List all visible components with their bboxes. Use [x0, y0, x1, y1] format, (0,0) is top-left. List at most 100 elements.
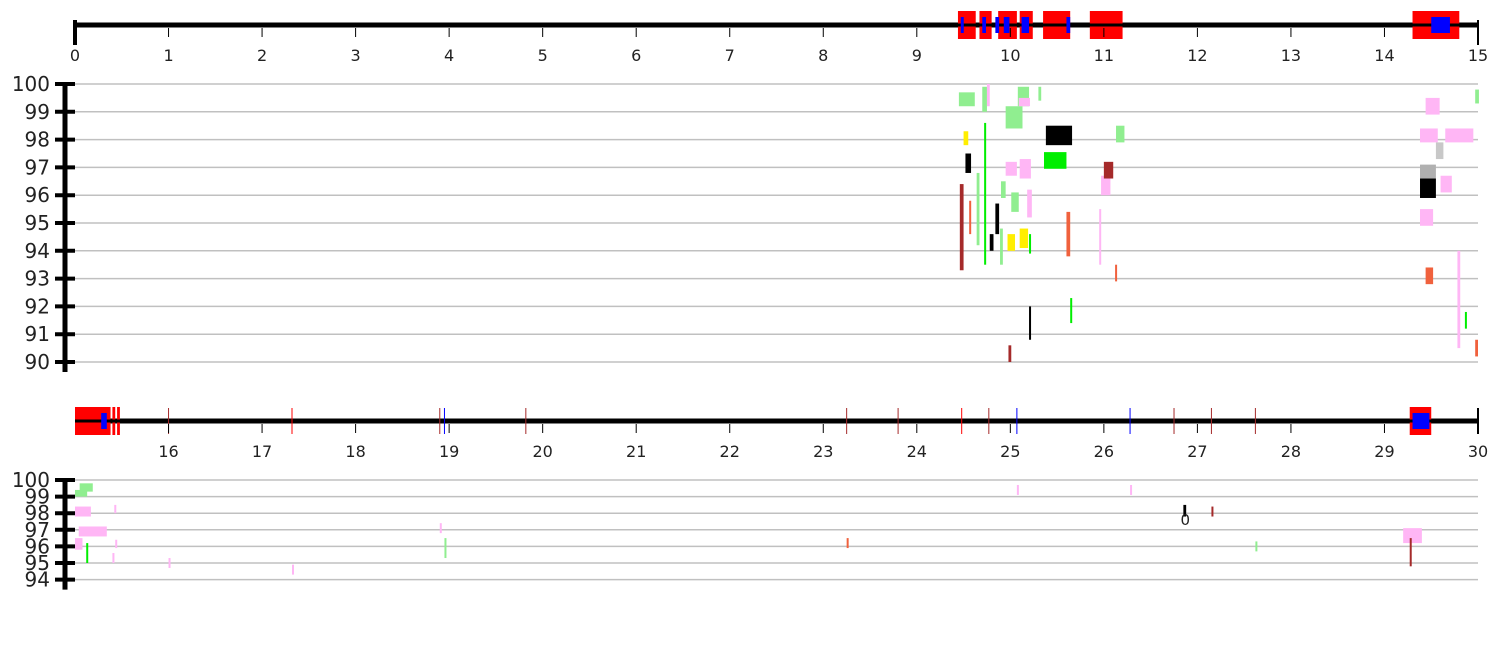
data-mark [1044, 152, 1067, 169]
data-mark [1101, 175, 1111, 196]
data-mark [79, 483, 93, 492]
x-tick-label: 12 [1187, 46, 1207, 65]
x-tick-label: 15 [1468, 46, 1488, 65]
x-tick-label: 23 [813, 442, 833, 461]
y-tick-label: 92 [25, 294, 50, 318]
data-mark [1409, 538, 1412, 567]
track-region-blue [995, 17, 1000, 33]
data-mark [976, 172, 980, 246]
x-tick-label: 16 [158, 442, 178, 461]
annotation-label: 0 [1180, 511, 1190, 529]
x-tick-label: 27 [1187, 442, 1207, 461]
data-mark [1475, 89, 1479, 104]
data-mark [1464, 311, 1467, 329]
x-tick-label: 2 [257, 46, 267, 65]
data-mark [168, 558, 171, 568]
x-tick-label: 21 [626, 442, 646, 461]
data-mark [1019, 159, 1031, 179]
data-mark [959, 184, 964, 271]
data-mark [1099, 209, 1102, 265]
y-tick-label: 97 [25, 518, 50, 542]
track-region-blue [101, 413, 107, 429]
data-mark [1420, 178, 1436, 198]
data-mark [1425, 97, 1440, 115]
data-mark [78, 526, 107, 537]
y-tick-label: 99 [25, 100, 50, 124]
data-mark [114, 504, 117, 514]
track-region-blue [1431, 17, 1450, 33]
x-tick-label: 0 [70, 46, 80, 65]
data-mark [1008, 345, 1012, 362]
data-mark [1440, 175, 1452, 193]
data-mark [1130, 484, 1133, 495]
data-mark [1457, 250, 1461, 349]
x-tick-label: 6 [631, 46, 641, 65]
y-tick-label: 94 [25, 568, 50, 592]
data-mark [995, 203, 1000, 235]
x-tick-label: 29 [1374, 442, 1394, 461]
y-tick-label: 96 [25, 534, 50, 558]
y-tick-label: 97 [25, 155, 50, 179]
data-mark [1038, 86, 1042, 101]
y-tick-label: 95 [25, 551, 50, 575]
data-mark [1420, 164, 1436, 179]
data-mark [1183, 504, 1187, 517]
y-tick-label: 91 [25, 322, 50, 346]
y-tick-label: 99 [25, 485, 50, 509]
y-tick-label: 93 [25, 267, 50, 291]
x-tick-label: 9 [912, 46, 922, 65]
data-mark [1029, 234, 1032, 254]
data-mark [1475, 339, 1478, 357]
x-tick-label: 4 [444, 46, 454, 65]
x-tick-label: 26 [1094, 442, 1114, 461]
y-tick-label: 96 [25, 183, 50, 207]
data-mark [75, 489, 88, 497]
data-mark [958, 92, 975, 107]
track-region-blue [1003, 17, 1010, 33]
track-region-blue [982, 17, 987, 33]
x-tick-label: 17 [252, 442, 272, 461]
x-tick-label: 28 [1281, 442, 1301, 461]
data-mark [1116, 125, 1125, 143]
data-mark [982, 86, 987, 112]
data-mark [1445, 128, 1474, 143]
y-tick-label: 100 [12, 72, 50, 96]
data-mark [1029, 306, 1032, 340]
data-mark [291, 564, 294, 575]
y-tick-label: 98 [25, 128, 50, 152]
x-tick-label: 8 [818, 46, 828, 65]
track-region-blue [1066, 17, 1071, 33]
data-mark [1027, 189, 1032, 218]
x-tick-label: 20 [532, 442, 552, 461]
data-mark [1019, 228, 1029, 249]
data-mark [1425, 267, 1434, 285]
data-mark [444, 538, 447, 559]
data-mark [989, 234, 994, 251]
data-mark [1403, 528, 1422, 544]
data-mark [1017, 86, 1030, 107]
y-tick-label: 100 [12, 468, 50, 492]
data-mark [1000, 181, 1006, 198]
data-mark [86, 543, 89, 563]
data-mark [1000, 228, 1003, 265]
track-region-blue [1021, 17, 1030, 33]
data-mark [984, 122, 987, 265]
track-region-blue [1412, 413, 1430, 429]
x-tick-label: 14 [1374, 46, 1394, 65]
x-tick-label: 3 [351, 46, 361, 65]
x-tick-label: 24 [907, 442, 927, 461]
x-tick-label: 18 [345, 442, 365, 461]
x-tick-label: 10 [1000, 46, 1020, 65]
y-tick-label: 95 [25, 211, 50, 235]
data-mark [969, 200, 972, 235]
data-mark [1018, 97, 1030, 107]
x-tick-label: 19 [439, 442, 459, 461]
data-mark [75, 506, 91, 517]
data-mark [1115, 264, 1118, 282]
track-region-blue [960, 17, 964, 33]
data-mark [1066, 211, 1071, 257]
y-tick-label: 98 [25, 501, 50, 525]
y-tick-label: 94 [25, 239, 50, 263]
data-mark [439, 523, 442, 534]
